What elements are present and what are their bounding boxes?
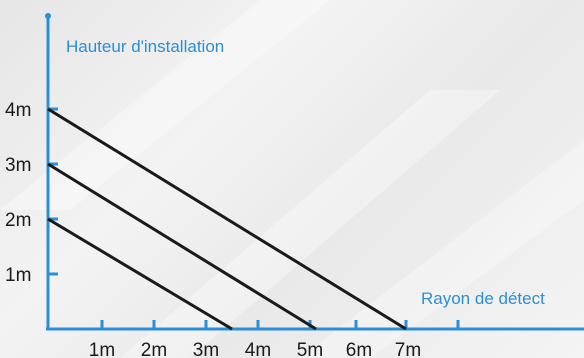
x-ticks: 1m 2m 3m 4m 5m 6m 7m <box>89 320 460 358</box>
y-axis-label: Hauteur d'installation <box>66 37 224 56</box>
y-tick-label: 1m <box>5 265 31 286</box>
x-tick-label: 2m <box>141 340 167 358</box>
x-tick-label: 3m <box>193 340 219 358</box>
x-tick-label: 4m <box>245 340 271 358</box>
y-tick-label: 2m <box>5 210 31 231</box>
x-tick-label: 6m <box>346 340 372 358</box>
y-tick-label: 4m <box>5 100 31 121</box>
x-tick-label: 1m <box>89 340 115 358</box>
detection-line-2m <box>47 217 233 331</box>
detection-line-4m <box>47 107 407 331</box>
y-tick-label: 3m <box>5 155 31 176</box>
x-axis-label: Rayon de détect <box>421 289 545 308</box>
detection-line-3m <box>47 162 317 331</box>
detection-lines <box>47 107 407 331</box>
x-tick-label: 7m <box>395 340 421 358</box>
y-axis-arrow-dot <box>45 13 51 19</box>
x-tick-label: 5m <box>297 340 323 358</box>
